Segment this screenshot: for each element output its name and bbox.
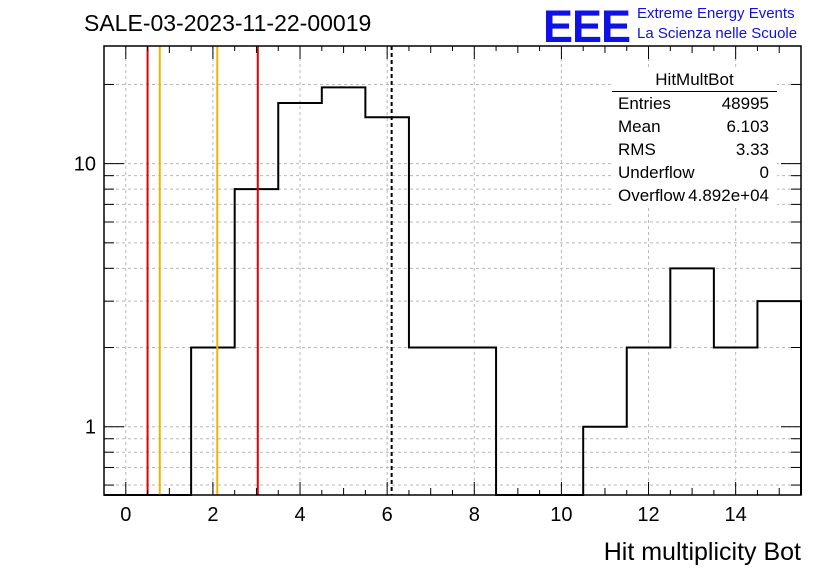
stats-value: 6.103 <box>726 117 769 136</box>
stats-value: 4.892e+04 <box>688 186 769 205</box>
histogram-bar <box>409 348 453 495</box>
x-tick-label: 0 <box>120 504 131 526</box>
stats-box: HitMultBot Entries 48995 Mean 6.103 RMS … <box>612 70 777 207</box>
stats-value: 3.33 <box>735 140 769 159</box>
stats-key: Overflow <box>618 186 686 205</box>
x-tick-label: 14 <box>725 504 747 526</box>
histogram-outline <box>104 86 802 496</box>
logo-line-2: La Scienza nelle Scuole <box>637 25 798 42</box>
x-tick-label: 10 <box>550 504 572 526</box>
eee-logo: EEE <box>543 1 631 52</box>
logo-line-1: Extreme Energy Events <box>637 5 795 22</box>
x-tick-label: 4 <box>294 504 305 526</box>
histogram-bar <box>322 87 366 495</box>
histogram-bars <box>104 86 802 496</box>
stats-title: HitMultBot <box>612 70 777 92</box>
stats-row-rms: RMS 3.33 <box>612 138 777 161</box>
axis-ticks: 0 2 4 6 8 10 12 14 1 10 <box>74 46 802 526</box>
stats-row-mean: Mean 6.103 <box>612 115 777 138</box>
stats-key: RMS <box>618 140 656 159</box>
marker-lines <box>146 46 393 495</box>
stats-row-overflow: Overflow 4.892e+04 <box>612 184 777 207</box>
histogram-bar <box>757 301 801 495</box>
histogram-bar <box>670 268 714 495</box>
stats-row-underflow: Underflow 0 <box>612 161 777 184</box>
x-tick-label: 12 <box>637 504 659 526</box>
x-tick-label: 8 <box>469 504 480 526</box>
stats-row-entries: Entries 48995 <box>612 92 777 115</box>
stats-key: Underflow <box>618 163 695 182</box>
x-axis-label: Hit multiplicity Bot <box>604 538 801 566</box>
stats-key: Mean <box>618 117 661 136</box>
histogram-bar <box>235 189 279 495</box>
stats-key: Entries <box>618 94 671 113</box>
grid-lines <box>104 46 801 495</box>
stats-value: 48995 <box>721 94 769 113</box>
run-title: SALE-03-2023-11-22-00019 <box>84 10 372 36</box>
y-tick-label: 10 <box>74 154 96 176</box>
y-tick-label: 1 <box>85 417 96 439</box>
x-tick-label: 6 <box>382 504 393 526</box>
stats-value: 0 <box>759 163 769 182</box>
x-tick-label: 2 <box>207 504 218 526</box>
